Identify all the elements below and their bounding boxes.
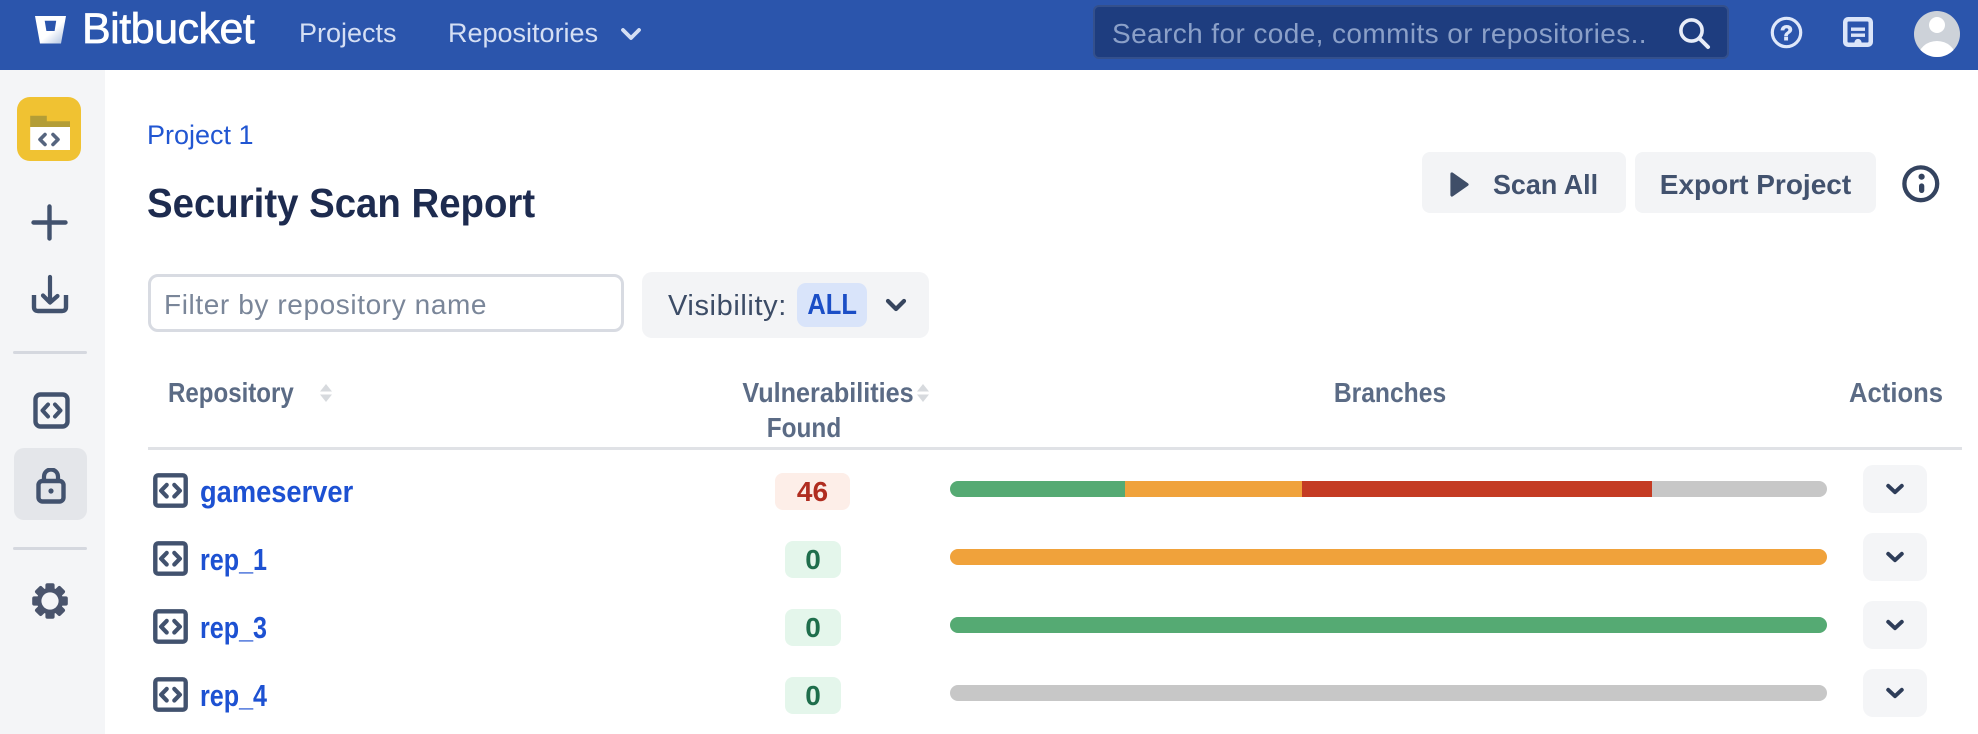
svg-text:?: ?	[1780, 22, 1793, 45]
